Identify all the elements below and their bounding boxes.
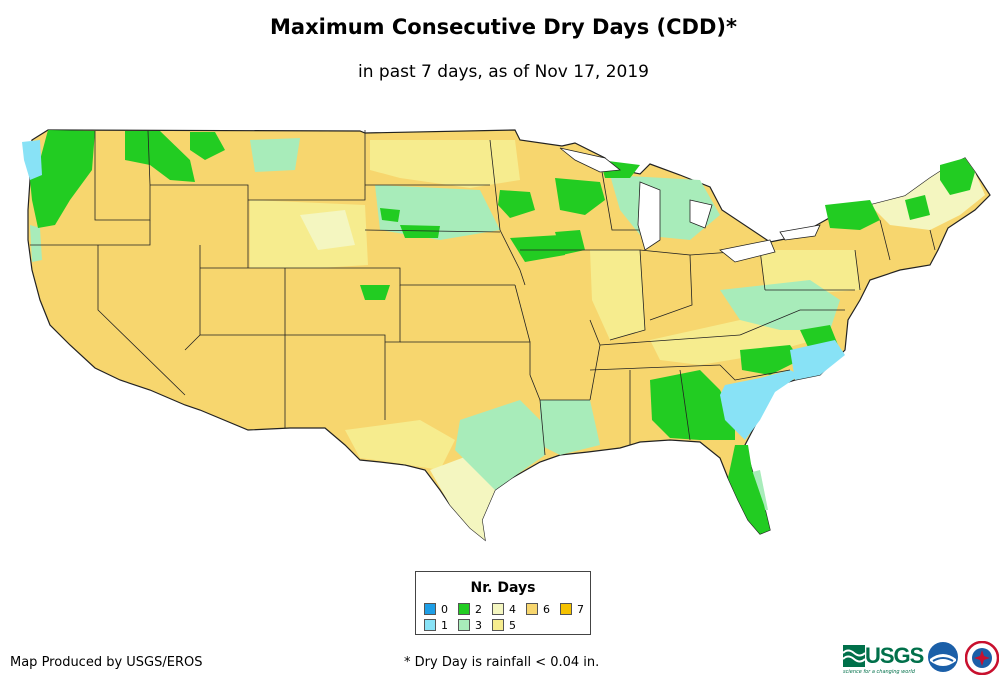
region-3-days: [30, 225, 42, 262]
agency-logos: USGS science for a changing world: [843, 639, 1003, 681]
region-2-days: [825, 200, 880, 230]
legend-label: 7: [577, 603, 584, 616]
legend-label: 5: [509, 619, 516, 632]
region-2-days: [510, 235, 565, 262]
legend-swatch: [458, 619, 470, 631]
state-borders: [30, 130, 936, 456]
region-5-days: [370, 140, 520, 188]
legend-label: 2: [475, 603, 482, 616]
great-lakes: [559, 147, 821, 263]
legend-item-1: 1: [424, 619, 448, 632]
legend-item-3: 3: [458, 619, 482, 632]
region-2-days: [125, 131, 195, 182]
usgs-wave-icon: [843, 645, 865, 667]
legend-label: 6: [543, 603, 550, 616]
region-2-days: [400, 225, 440, 238]
region-3-days: [610, 175, 720, 240]
legend: Nr. Days 0 1 2 3 4 5 6 7: [415, 571, 591, 635]
legend-item-7: 7: [560, 603, 584, 616]
legend-swatch: [458, 603, 470, 615]
region-2-days: [740, 345, 800, 375]
map-credit: Map Produced by USGS/EROS: [10, 655, 203, 670]
region-3-days: [540, 400, 600, 455]
map-subtitle: in past 7 days, as of Nov 17, 2019: [358, 62, 649, 82]
legend-swatch: [492, 619, 504, 631]
legend-label: 3: [475, 619, 482, 632]
nws-logo-icon: [965, 641, 999, 675]
region-1-day: [790, 340, 845, 380]
legend-swatch: [526, 603, 538, 615]
legend-item-0: 0: [424, 603, 448, 616]
map-title: Maximum Consecutive Dry Days (CDD)*: [270, 15, 737, 39]
region-3-days: [455, 400, 545, 490]
dry-day-regions: [22, 130, 985, 540]
usgs-wordmark: USGS: [865, 643, 924, 668]
region-2-days: [498, 190, 535, 218]
legend-swatch: [560, 603, 572, 615]
legend-label: 1: [441, 619, 448, 632]
legend-title: Nr. Days: [470, 580, 536, 596]
region-2-days: [940, 158, 975, 195]
legend-swatch: [424, 619, 436, 631]
legend-swatch: [492, 603, 504, 615]
legend-item-5: 5: [492, 619, 516, 632]
region-2-days: [555, 178, 605, 215]
usgs-tagline: science for a changing world: [843, 669, 915, 675]
region-2-days: [360, 285, 390, 300]
dry-day-footnote: * Dry Day is rainfall < 0.04 in.: [404, 655, 600, 670]
region-2-days: [905, 195, 930, 220]
usgs-logo: USGS science for a changing world: [843, 643, 924, 675]
noaa-logo-icon: [928, 642, 958, 672]
region-2-days: [728, 445, 770, 534]
region-2-days: [650, 370, 735, 440]
region-3-days: [250, 138, 300, 172]
legend-label: 4: [509, 603, 516, 616]
region-5-days: [345, 420, 455, 470]
region-3-days: [720, 280, 840, 330]
region-5-days: [590, 250, 645, 340]
legend-item-6: 6: [526, 603, 550, 616]
legend-swatch: [424, 603, 436, 615]
region-1-day: [22, 140, 42, 180]
region-2-days: [190, 132, 225, 160]
legend-label: 0: [441, 603, 448, 616]
region-4-days: [300, 210, 355, 250]
legend-item-4: 4: [492, 603, 516, 616]
region-2-days: [380, 208, 400, 222]
region-2-days: [555, 230, 585, 255]
legend-item-2: 2: [458, 603, 482, 616]
region-1-day: [720, 370, 800, 440]
region-2-days: [30, 130, 95, 228]
